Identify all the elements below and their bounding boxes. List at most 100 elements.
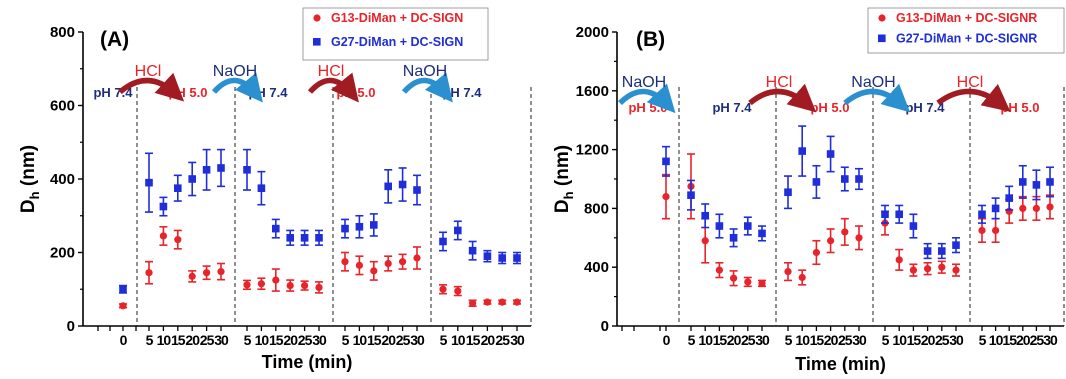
data-point [217,268,225,276]
data-point [454,287,462,295]
data-point [159,202,168,211]
ph-label: pH 7.4 [905,100,945,115]
y-tick-label: 600 [50,98,75,115]
x-tick-label: 25 [396,332,411,348]
data-point [798,147,806,155]
x-tick-label: 15 [907,332,922,348]
data-point [855,175,863,183]
data-point [119,285,127,294]
x-tick-label: 30 [1043,332,1058,348]
data-point [413,186,421,194]
data-point [399,258,407,266]
ph-label: pH 7.4 [442,85,482,100]
data-point [119,302,127,310]
x-tick-label: 15 [1002,332,1017,348]
reagent-label: NaOH [851,74,895,91]
reagent-arrow [118,72,185,102]
data-point [145,178,153,187]
data-point [812,248,821,257]
ph-label: pH 5.0 [1000,100,1039,115]
data-point [315,283,323,292]
x-tick-label: 30 [949,332,964,348]
data-point [784,268,792,276]
data-point [1019,204,1027,212]
x-tick-label: 25 [741,332,756,348]
data-point [174,184,182,192]
reagent-arrow [307,72,359,103]
data-point [439,237,447,246]
data-point [978,210,986,219]
reagent-label: HCl [135,63,162,80]
x-tick-label: 10 [451,332,466,348]
series-g13 [662,153,1054,288]
data-point [841,175,849,183]
data-point [978,226,986,235]
reagent-label: NaOH [403,63,447,80]
legend-box [867,7,1065,54]
data-point [909,266,918,274]
x-tick-label: 20 [381,332,396,348]
data-point [188,175,196,183]
x-tick-label: 15 [171,332,186,348]
series-g27 [662,125,1054,260]
x-tick-label: 30 [312,332,327,348]
data-point [341,224,349,233]
legend-label: G13-DiMan + DC-SIGNR [896,11,1037,25]
data-point [991,204,1000,213]
x-tick-label: 25 [838,332,853,348]
data-point [744,222,752,230]
data-point [498,298,506,306]
data-point [174,236,182,244]
data-point [687,191,695,199]
data-point [715,222,724,230]
data-point [895,256,903,264]
data-point [1019,178,1027,186]
reagent-arrow [936,83,1011,112]
legend: G13-DiMan + DC-SIGNR G27-DiMan + DC-SIGNR [867,7,1065,54]
data-point [730,274,738,282]
panel-label: (A) [100,28,129,51]
data-point [498,254,506,262]
x-tick-label: 5 [785,332,793,348]
x-tick-label: 5 [244,332,252,348]
data-point [398,180,407,189]
x-tick-label: 30 [755,332,770,348]
reagent-label: HCl [957,74,984,91]
data-point [744,278,752,286]
x-tick-label: 20 [824,332,839,348]
data-point [272,224,280,233]
data-point [992,226,1000,235]
data-point [468,246,477,255]
x-tick-label: 25 [935,332,950,348]
data-point [784,188,792,197]
reagent-arrow [401,72,453,103]
series-g27 [119,148,521,294]
y-axis-title: Dh (nm) [552,145,576,213]
reagent-label: HCl [318,63,345,80]
data-point [909,222,918,230]
data-point [701,237,709,245]
data-point [513,254,521,262]
x-tick-label: 10 [353,332,368,348]
x-tick-label: 30 [852,332,867,348]
x-tick-label: 25 [1030,332,1045,348]
x-tick-label: 5 [688,332,696,348]
y-tick-label: 0 [67,318,75,335]
x-tick-label: 15 [810,332,825,348]
ph-label: pH 7.4 [712,100,752,115]
data-point [315,234,323,242]
x-tick-label: 10 [698,332,713,348]
x-tick-label: 20 [283,332,298,348]
data-point [203,269,211,277]
x-tick-label: 30 [510,332,525,348]
data-point [243,281,251,289]
legend-label: G27-DiMan + DC-SIGNR [896,32,1037,46]
data-point [758,279,766,287]
legend-marker [878,14,886,22]
x-tick-label: 30 [410,332,425,348]
reagent-label: HCl [766,74,793,91]
x-axis-title: Time (min) [262,352,353,372]
data-point [439,285,447,293]
data-point [924,265,932,273]
data-point [384,182,392,191]
